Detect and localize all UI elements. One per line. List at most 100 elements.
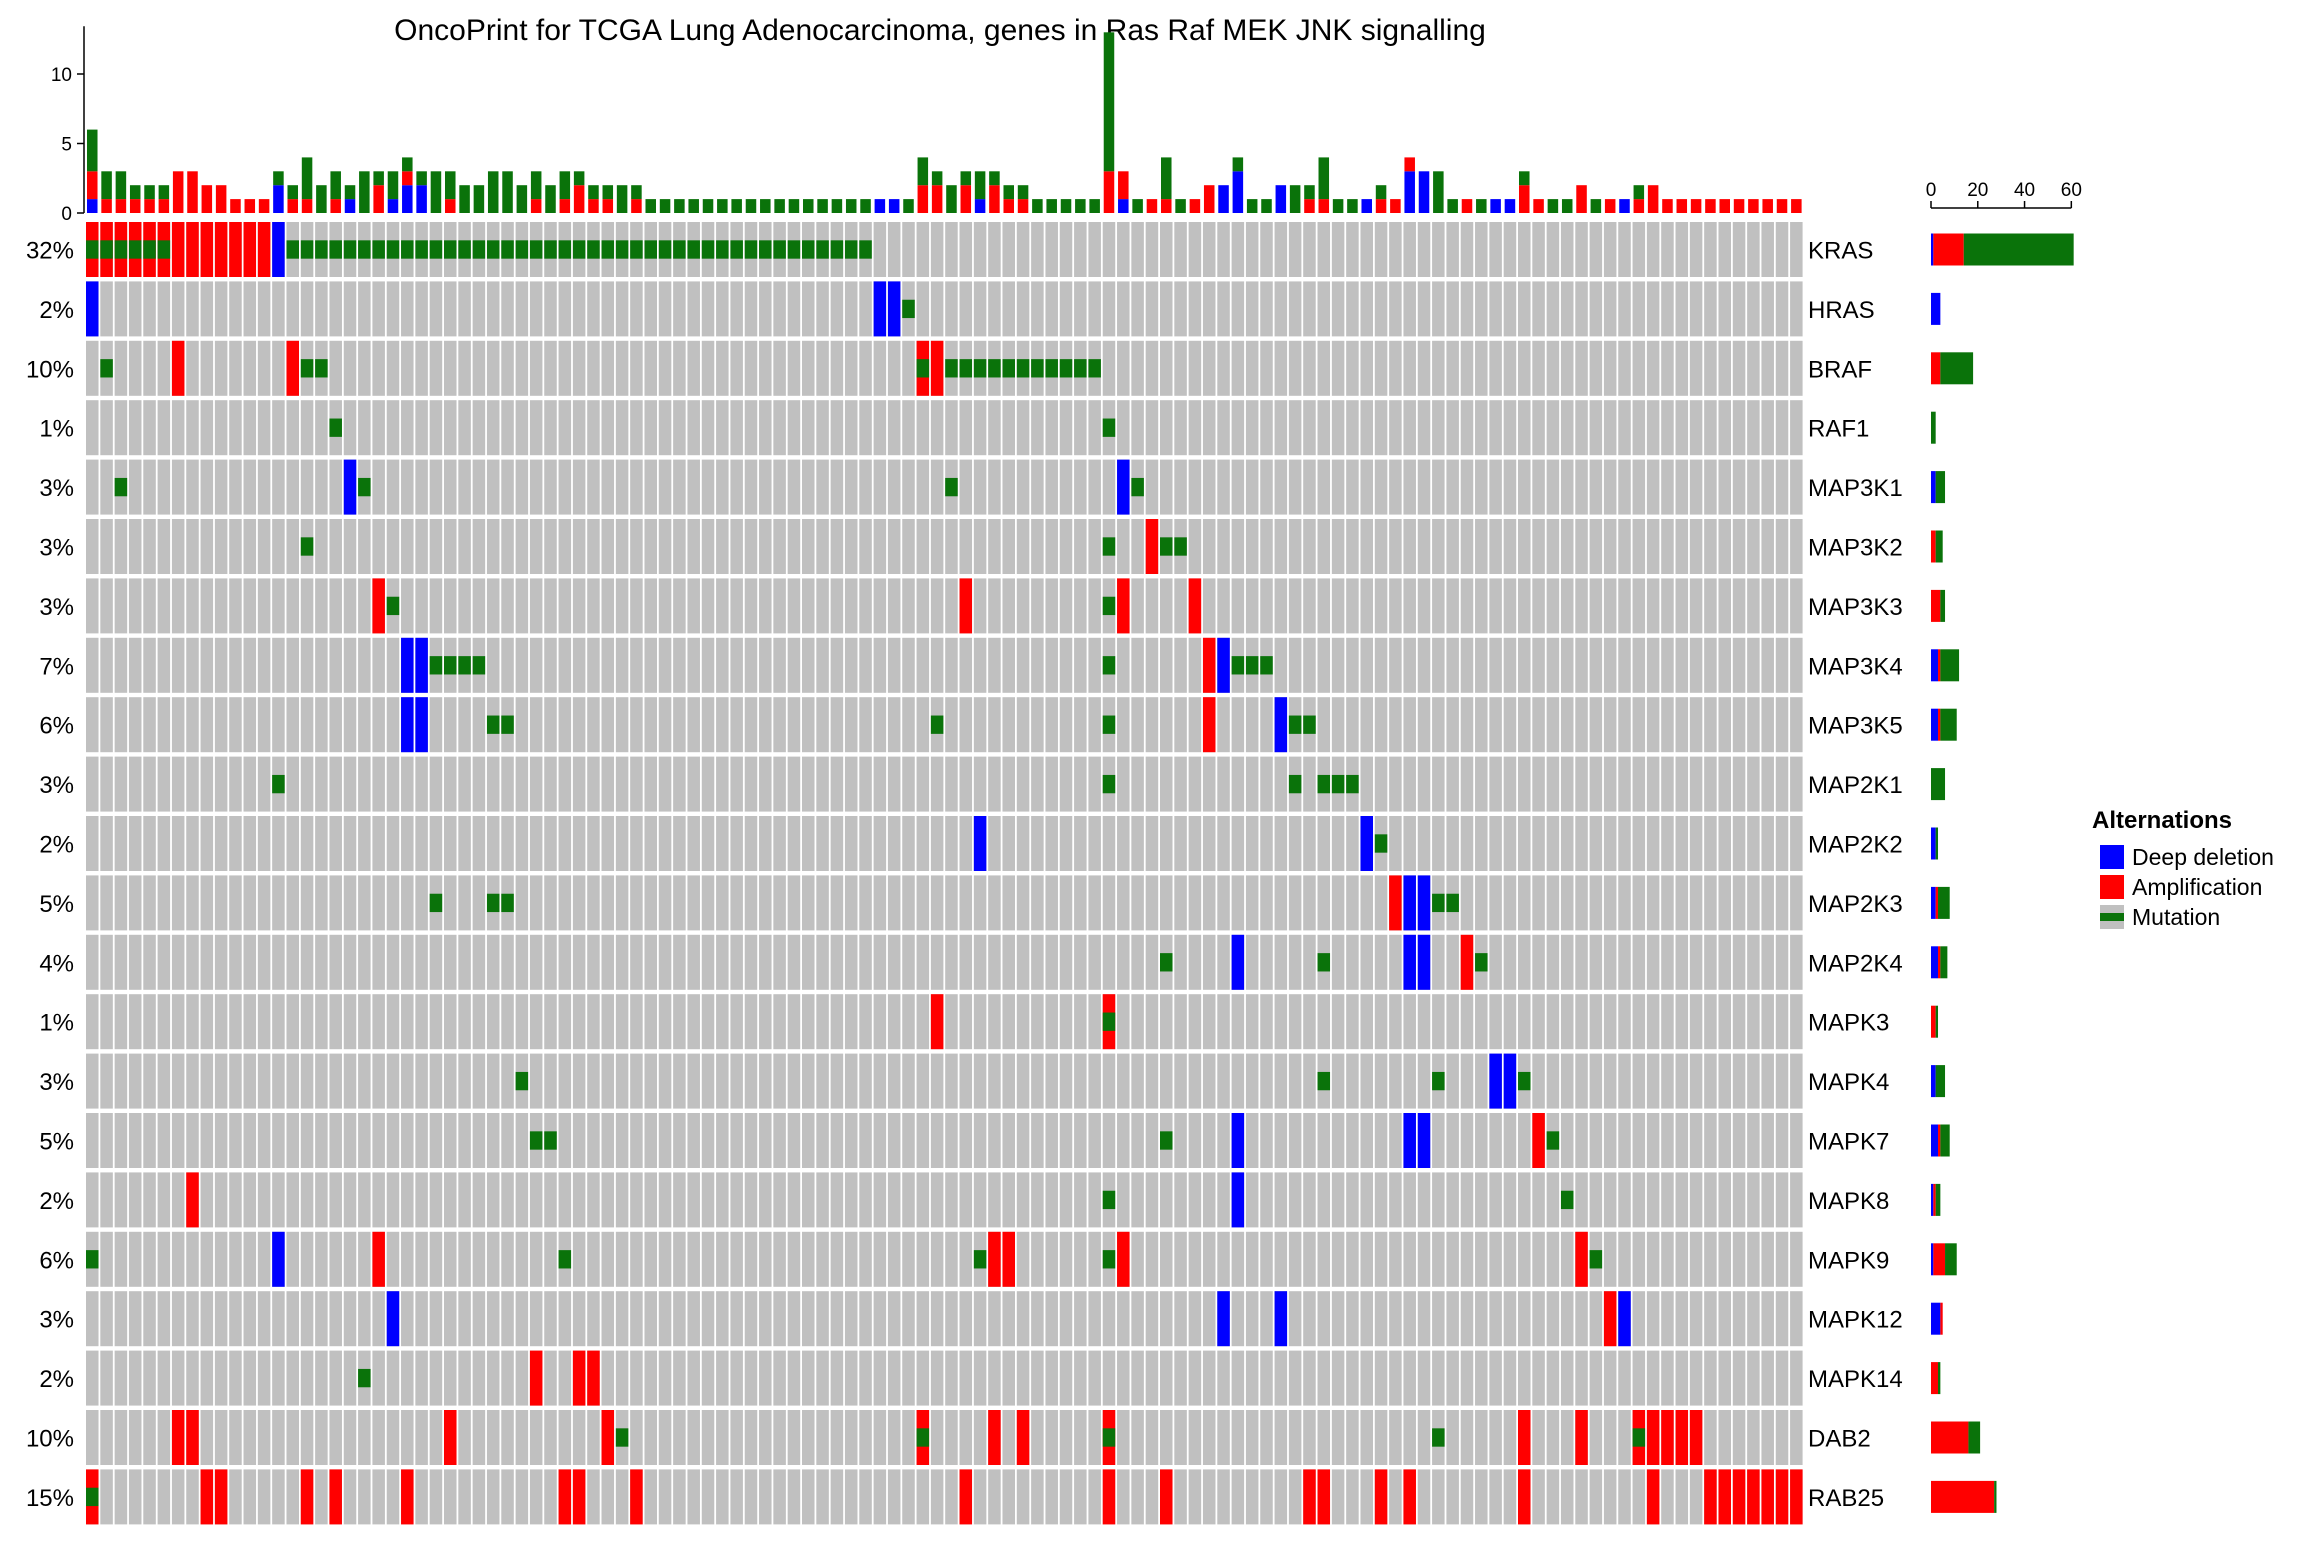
cell-bg bbox=[544, 637, 557, 693]
cell-mutation bbox=[86, 240, 99, 259]
cell-bg bbox=[100, 281, 113, 337]
cell-mutation bbox=[86, 1487, 99, 1507]
cell-bg bbox=[644, 281, 657, 337]
cell-bg bbox=[630, 934, 643, 990]
cell-bg bbox=[973, 1410, 987, 1465]
cell-bg bbox=[687, 994, 700, 1050]
cell-bg bbox=[1317, 697, 1331, 753]
top-bar-mutation bbox=[1132, 199, 1143, 213]
cell-bg bbox=[1689, 697, 1703, 753]
cell-bg bbox=[1245, 578, 1259, 634]
cell-bg bbox=[1389, 637, 1402, 693]
cell-bg bbox=[744, 637, 758, 693]
cell-bg bbox=[1775, 222, 1789, 277]
cell-bg bbox=[830, 816, 844, 871]
cell-bg bbox=[100, 1053, 113, 1109]
cell-bg bbox=[1145, 1053, 1159, 1109]
cell-bg bbox=[1718, 1291, 1731, 1347]
cell-bg bbox=[1188, 1172, 1202, 1228]
cell-bg bbox=[1446, 281, 1459, 337]
cell-bg bbox=[1761, 459, 1774, 515]
cell-bg bbox=[716, 1053, 729, 1109]
cell-bg bbox=[730, 1350, 743, 1406]
cell-bg bbox=[558, 459, 572, 515]
cell-bg bbox=[1532, 697, 1545, 753]
top-bar-mutation bbox=[158, 185, 170, 200]
cell-bg bbox=[887, 222, 901, 277]
cell-bg bbox=[257, 637, 271, 693]
top-bar-amplification bbox=[917, 185, 929, 213]
cell-bg bbox=[787, 637, 801, 693]
legend-label: Deep deletion bbox=[2132, 844, 2274, 870]
cell-bg bbox=[529, 875, 543, 931]
cell-bg bbox=[529, 816, 543, 871]
cell-bg bbox=[1031, 519, 1044, 574]
cell-bg bbox=[1059, 934, 1073, 990]
gene-percent-label: 5% bbox=[39, 891, 74, 918]
cell-bg bbox=[973, 1350, 987, 1406]
top-bar-mutation bbox=[1318, 157, 1330, 200]
right-bar-amplification bbox=[1931, 1362, 1939, 1395]
cell-bg bbox=[1346, 281, 1359, 337]
cell-bg bbox=[744, 1350, 758, 1406]
cell-bg bbox=[1360, 1113, 1373, 1168]
top-bar-mutation bbox=[731, 199, 742, 213]
cell-bg bbox=[1417, 1410, 1431, 1465]
top-bar-amplification bbox=[1719, 199, 1730, 213]
cell-bg bbox=[802, 934, 815, 990]
cell-bg bbox=[1718, 697, 1731, 753]
cell-bg bbox=[902, 934, 915, 990]
cell-bg bbox=[1045, 1469, 1058, 1525]
cell-bg bbox=[372, 519, 385, 574]
cell-amplification bbox=[1374, 1469, 1388, 1525]
cell-bg bbox=[286, 875, 299, 931]
cell-bg bbox=[272, 340, 285, 396]
cell-bg bbox=[1360, 519, 1373, 574]
cell-bg bbox=[1489, 340, 1502, 396]
cell-bg bbox=[1102, 459, 1116, 515]
cell-bg bbox=[1288, 1291, 1302, 1347]
cell-bg bbox=[572, 756, 586, 812]
cell-bg bbox=[687, 697, 700, 753]
cell-bg bbox=[1560, 934, 1574, 990]
cell-bg bbox=[859, 697, 872, 753]
cell-deep-deletion bbox=[1274, 697, 1288, 753]
cell-bg bbox=[1560, 340, 1574, 396]
cell-bg bbox=[1432, 1231, 1445, 1287]
cell-bg bbox=[1575, 222, 1588, 277]
cell-bg bbox=[802, 1350, 815, 1406]
cell-bg bbox=[1704, 459, 1717, 515]
cell-bg bbox=[1761, 1350, 1774, 1406]
cell-bg bbox=[1518, 1350, 1531, 1406]
cell-bg bbox=[1188, 994, 1202, 1050]
cell-bg bbox=[802, 1469, 815, 1525]
cell-bg bbox=[100, 637, 113, 693]
cell-bg bbox=[1074, 934, 1087, 990]
cell-mutation bbox=[486, 715, 500, 734]
cell-bg bbox=[1031, 637, 1044, 693]
cell-bg bbox=[1732, 578, 1746, 634]
cell-bg bbox=[343, 340, 357, 396]
cell-bg bbox=[1331, 1113, 1345, 1168]
cell-bg bbox=[429, 1350, 443, 1406]
cell-bg bbox=[257, 1350, 271, 1406]
cell-bg bbox=[673, 1231, 686, 1287]
cell-bg bbox=[1518, 934, 1531, 990]
cell-bg bbox=[128, 1291, 142, 1347]
cell-bg bbox=[1603, 519, 1617, 574]
cell-bg bbox=[472, 400, 486, 456]
right-bar-deep-deletion bbox=[1931, 292, 1941, 325]
cell-bg bbox=[1174, 1291, 1187, 1347]
cell-bg bbox=[1603, 934, 1617, 990]
cell-bg bbox=[1059, 816, 1073, 871]
cell-bg bbox=[1489, 637, 1502, 693]
cell-bg bbox=[673, 519, 686, 574]
cell-bg bbox=[1059, 400, 1073, 456]
cell-bg bbox=[472, 1410, 486, 1465]
cell-bg bbox=[300, 697, 314, 753]
cell-amplification bbox=[587, 1350, 600, 1406]
cell-bg bbox=[515, 875, 529, 931]
top-bar-mutation bbox=[1519, 171, 1530, 186]
cell-bg bbox=[1303, 400, 1316, 456]
cell-bg bbox=[1231, 1469, 1245, 1525]
